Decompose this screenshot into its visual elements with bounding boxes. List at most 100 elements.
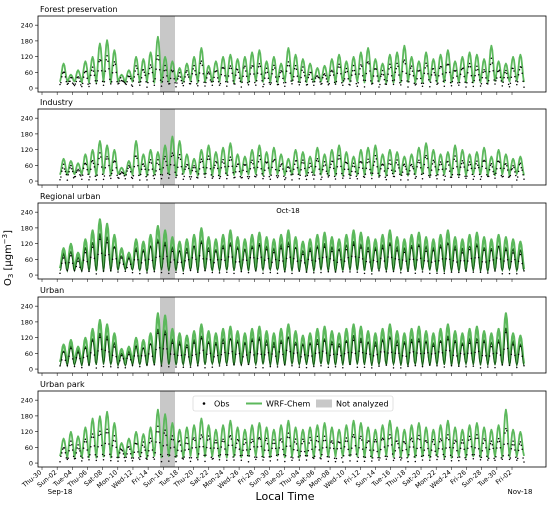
obs-point xyxy=(468,161,471,163)
y-axis-label-main: O xyxy=(3,278,14,286)
obs-point xyxy=(302,253,304,256)
obs-point xyxy=(485,261,487,263)
obs-point xyxy=(167,453,169,456)
obs-point xyxy=(182,458,185,460)
obs-point xyxy=(387,256,389,258)
obs-point xyxy=(454,439,456,442)
obs-point xyxy=(517,260,520,263)
obs-point xyxy=(371,82,374,84)
obs-point xyxy=(201,160,204,163)
obs-point xyxy=(108,351,110,353)
obs-point xyxy=(153,458,156,460)
obs-point xyxy=(400,457,403,459)
obs-point xyxy=(423,163,426,166)
obs-point xyxy=(119,452,121,454)
obs-point xyxy=(487,83,489,85)
obs-point xyxy=(456,261,458,263)
obs-point xyxy=(142,347,145,350)
obs-point xyxy=(130,457,133,459)
obs-point xyxy=(445,71,447,74)
obs-point xyxy=(75,265,78,268)
obs-point xyxy=(485,77,487,79)
obs-point xyxy=(494,270,496,272)
obs-point xyxy=(268,81,271,84)
obs-point xyxy=(248,80,251,83)
obs-point xyxy=(70,347,72,350)
obs-point xyxy=(139,173,142,176)
obs-point xyxy=(224,166,226,168)
obs-point xyxy=(105,158,107,160)
obs-point xyxy=(215,343,217,346)
obs-point xyxy=(146,272,148,274)
y-axis-label-end: ] xyxy=(3,230,14,234)
obs-point xyxy=(412,167,415,170)
obs-point xyxy=(131,271,134,274)
obs-point xyxy=(129,263,132,266)
obs-point xyxy=(175,85,177,88)
obs-point xyxy=(110,83,112,85)
obs-point xyxy=(350,454,352,456)
obs-point xyxy=(297,456,300,458)
obs-point xyxy=(468,342,471,344)
obs-point xyxy=(129,359,132,361)
obs-point xyxy=(462,67,465,69)
obs-point xyxy=(142,163,145,165)
obs-point xyxy=(81,366,83,369)
obs-point xyxy=(361,351,364,354)
obs-point xyxy=(279,165,281,168)
obs-point xyxy=(311,171,313,174)
wrf-chem-line xyxy=(59,408,525,459)
obs-point xyxy=(405,72,407,74)
obs-point xyxy=(375,158,378,160)
obs-point xyxy=(438,447,440,450)
obs-point xyxy=(125,83,127,86)
obs-point xyxy=(283,453,285,456)
obs-point xyxy=(326,455,329,458)
obs-point xyxy=(222,247,224,250)
obs-point xyxy=(496,257,498,259)
obs-point xyxy=(522,80,524,82)
obs-point xyxy=(320,365,322,367)
obs-point xyxy=(103,454,106,457)
obs-point xyxy=(210,456,213,458)
obs-point xyxy=(499,447,502,449)
obs-point xyxy=(348,173,350,176)
obs-point xyxy=(148,161,151,163)
obs-point xyxy=(227,444,230,446)
obs-point xyxy=(429,85,431,88)
obs-point xyxy=(465,365,467,368)
obs-point xyxy=(338,63,340,66)
obs-point xyxy=(175,176,177,179)
obs-point xyxy=(334,271,337,273)
obs-point xyxy=(258,63,261,65)
obs-point xyxy=(363,460,366,463)
obs-point xyxy=(246,82,249,84)
obs-point xyxy=(314,446,317,448)
obs-point xyxy=(251,438,253,441)
obs-point xyxy=(269,460,272,462)
obs-point xyxy=(148,353,150,355)
obs-point xyxy=(224,259,226,261)
obs-point xyxy=(123,81,126,84)
obs-point xyxy=(198,72,201,74)
obs-point xyxy=(306,174,309,177)
obs-point xyxy=(337,66,339,68)
obs-point xyxy=(290,456,292,458)
obs-point xyxy=(226,177,228,180)
obs-point xyxy=(256,352,259,355)
obs-point xyxy=(232,80,234,82)
obs-point xyxy=(490,440,493,442)
obs-point xyxy=(216,354,219,357)
obs-point xyxy=(229,245,232,247)
obs-point xyxy=(77,75,79,78)
obs-point xyxy=(101,80,104,83)
obs-point xyxy=(454,249,456,251)
obs-point xyxy=(226,364,228,366)
obs-point xyxy=(430,261,433,263)
obs-point xyxy=(148,67,151,70)
obs-point xyxy=(505,249,507,252)
obs-point xyxy=(110,365,112,368)
obs-point xyxy=(491,62,494,64)
obs-point xyxy=(370,455,372,457)
obs-point xyxy=(116,80,118,83)
